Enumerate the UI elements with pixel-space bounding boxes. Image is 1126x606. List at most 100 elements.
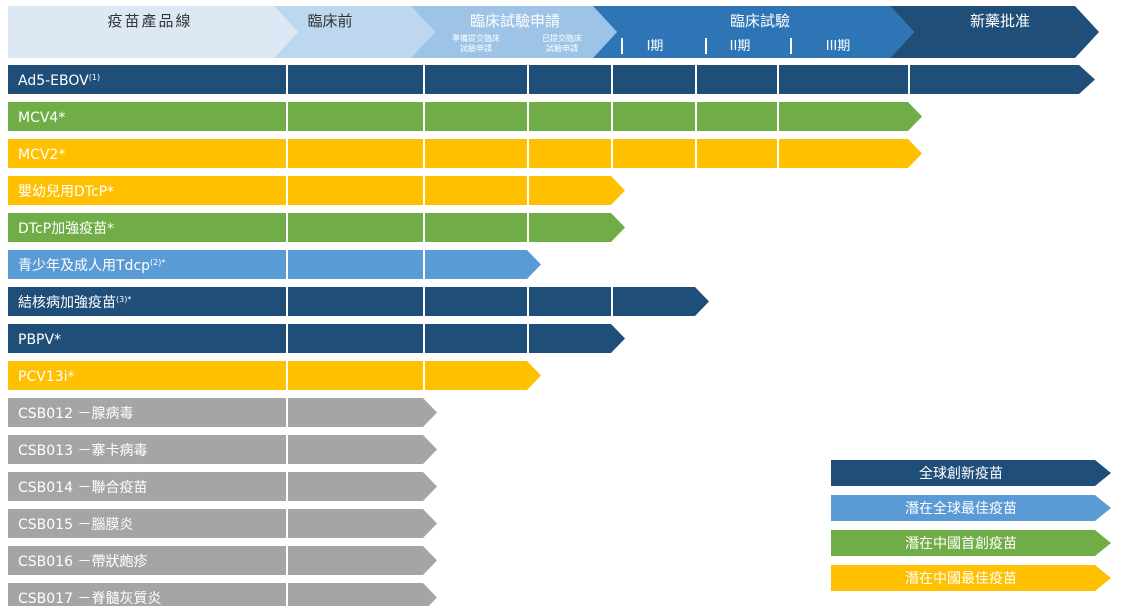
pipeline-row: MCV2* <box>8 139 922 168</box>
legend-label: 潛在中國首創疫苗 <box>905 536 1017 552</box>
legend-label: 潛在全球最佳疫苗 <box>905 500 1017 517</box>
pipeline-row: CSB017 －脊髓灰質炎 <box>8 583 437 606</box>
header-label-ind-sub1a: 準備提交臨床 <box>452 33 500 43</box>
legend-swatch <box>831 565 1111 591</box>
progress-bar-segment <box>529 102 611 131</box>
pipeline-row: CSB012 －腺病毒 <box>8 398 437 427</box>
progress-bar-segment <box>288 102 423 131</box>
row-label: 青少年及成人用Tdcp(2)* <box>18 258 165 274</box>
header-preclinical <box>274 6 435 58</box>
header-phase-separator <box>621 38 623 54</box>
progress-bar-segment <box>529 324 625 353</box>
header-label-clinical: 臨床試驗 <box>730 12 790 30</box>
row-name-cell <box>8 361 286 390</box>
row-label: CSB016 －帶狀皰疹 <box>18 554 147 570</box>
progress-bar-segment <box>529 213 625 242</box>
progress-bar-segment <box>425 65 527 94</box>
pipeline-row: CSB016 －帶狀皰疹 <box>8 546 437 575</box>
row-name-cell <box>8 398 286 427</box>
progress-bar-segment <box>425 213 527 242</box>
progress-bar-segment <box>529 176 625 205</box>
row-name-cell <box>8 176 286 205</box>
row-label-superscript: (1) <box>89 73 100 82</box>
progress-bar-segment <box>529 65 611 94</box>
header-label-ind-sub2a: 已提交臨床 <box>542 33 582 43</box>
progress-bar-segment <box>288 324 423 353</box>
row-name-cell <box>8 509 286 538</box>
row-name-cell <box>8 139 286 168</box>
progress-bar-segment <box>613 287 709 316</box>
header-phase-separator <box>790 38 792 54</box>
progress-bar-segment <box>613 65 695 94</box>
progress-bar-segment <box>288 398 437 427</box>
progress-bar-segment <box>697 65 777 94</box>
pipeline-row: 嬰幼兒用DTcP* <box>8 176 625 205</box>
progress-bar-segment <box>779 102 922 131</box>
pipeline-row: Ad5-EBOV(1) <box>8 65 1095 94</box>
header-label-preclinical: 臨床前 <box>307 12 352 30</box>
pipeline-row: PBPV* <box>8 324 625 353</box>
header-label-phase3: III期 <box>826 39 851 54</box>
header-label-ind-sub2b: 試驗申請 <box>546 43 578 53</box>
progress-bar-segment <box>529 287 611 316</box>
header-label-approval: 新藥批准 <box>970 12 1030 30</box>
progress-bar-segment <box>288 250 423 279</box>
progress-bar-segment <box>779 139 922 168</box>
progress-bar-segment <box>288 509 437 538</box>
row-label: MCV4* <box>18 110 65 126</box>
row-name-cell <box>8 213 286 242</box>
progress-bar-segment <box>425 102 527 131</box>
row-label: CSB017 －脊髓灰質炎 <box>18 591 161 606</box>
progress-bar-segment <box>425 324 527 353</box>
header-product-line <box>8 6 298 58</box>
pipeline-row: CSB015 －腦膜炎 <box>8 509 437 538</box>
legend-label: 全球創新疫苗 <box>919 465 1003 482</box>
legend-swatch <box>831 495 1111 521</box>
row-name-cell <box>8 435 286 464</box>
progress-bar-segment <box>779 65 908 94</box>
progress-bar-segment <box>288 435 437 464</box>
progress-bar-segment <box>288 176 423 205</box>
row-label: Ad5-EBOV(1) <box>18 73 100 89</box>
header-label-phase1: I期 <box>647 39 664 54</box>
header-approval <box>890 6 1099 58</box>
header-label-ind: 臨床試驗申請 <box>470 12 560 30</box>
pipeline-row: PCV13i* <box>8 361 541 390</box>
row-label: 嬰幼兒用DTcP* <box>18 184 114 200</box>
row-label: CSB015 －腦膜炎 <box>18 517 133 533</box>
row-label-superscript: (2)* <box>150 258 165 267</box>
progress-bar-segment <box>613 139 695 168</box>
pipeline-row: DTcP加強疫苗* <box>8 213 625 242</box>
pipeline-row: 青少年及成人用Tdcp(2)* <box>8 250 541 279</box>
header-ind <box>411 6 617 58</box>
progress-bar-segment <box>288 546 437 575</box>
progress-bar-segment <box>425 176 527 205</box>
row-label: PCV13i* <box>18 369 75 385</box>
progress-bar-segment <box>288 361 423 390</box>
row-name-cell <box>8 472 286 501</box>
row-name-cell <box>8 287 286 316</box>
progress-bar-segment <box>288 472 437 501</box>
legend-swatch <box>831 530 1111 556</box>
row-label: 結核病加強疫苗(3)* <box>18 295 131 311</box>
progress-bar-segment <box>288 139 423 168</box>
progress-bar-segment <box>288 583 437 606</box>
header-label-phase2: II期 <box>730 39 751 54</box>
progress-bar-segment <box>425 361 541 390</box>
progress-bar-segment <box>425 139 527 168</box>
header-phase-separator <box>705 38 707 54</box>
progress-bar-segment <box>288 287 423 316</box>
row-label: CSB013 －寨卡病毒 <box>18 442 147 459</box>
progress-bar-segment <box>288 65 423 94</box>
row-name-cell <box>8 65 286 94</box>
progress-bar-segment <box>613 102 695 131</box>
header-label-ind-sub1b: 試驗申請 <box>460 43 492 53</box>
pipeline-row: CSB013 －寨卡病毒 <box>8 435 437 464</box>
header-label-product-line: 疫苗產品線 <box>107 12 192 30</box>
row-name-cell <box>8 250 286 279</box>
progress-bar-segment <box>425 287 527 316</box>
progress-bar-segment <box>697 139 777 168</box>
pipeline-row: MCV4* <box>8 102 922 131</box>
header-clinical <box>593 6 914 58</box>
